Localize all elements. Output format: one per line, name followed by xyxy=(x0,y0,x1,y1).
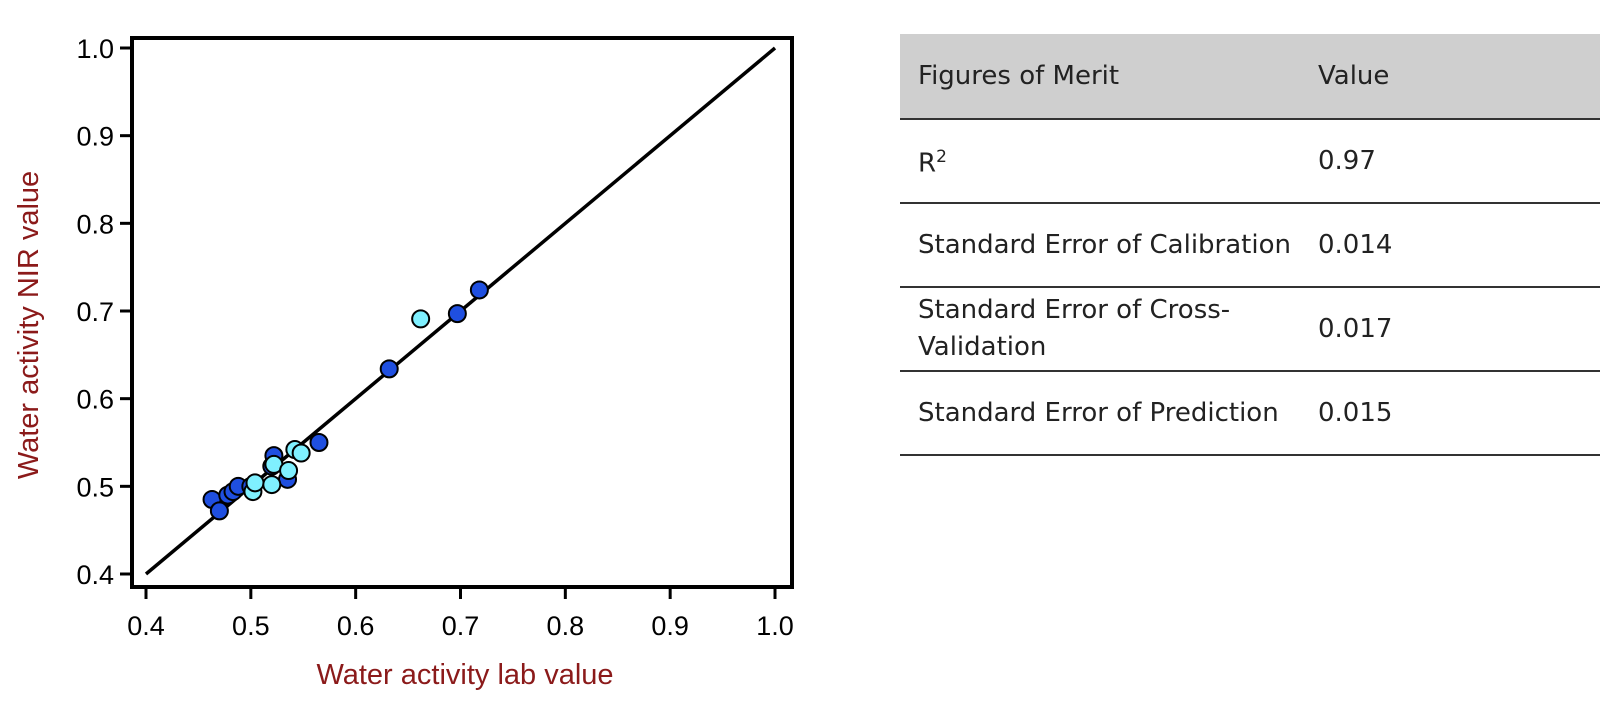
header-value: Value xyxy=(1300,34,1600,120)
value-cell: 0.015 xyxy=(1300,371,1600,456)
header-metric: Figures of Merit xyxy=(900,34,1300,120)
y-tick-label: 0.7 xyxy=(76,297,114,327)
data-point-series-2 xyxy=(411,309,431,329)
data-point-series-1 xyxy=(209,501,229,521)
data-points xyxy=(202,280,489,521)
data-point-series-1 xyxy=(469,280,489,300)
scatter-chart: 0.4 0.5 0.6 0.7 0.8 0.9 1.0 0.4 0.5 0.6 0.7 0.8 0.9… xyxy=(13,34,794,691)
x-tick-label: 0.5 xyxy=(232,611,270,641)
figures-of-merit-table: Figures of Merit Value R2 0.97 Standard … xyxy=(900,34,1600,456)
y-tick-label: 0.9 xyxy=(76,122,114,152)
table-row: Standard Error of Prediction 0.015 xyxy=(900,371,1600,456)
y-tick-label: 0.5 xyxy=(76,472,114,502)
data-point-series-1 xyxy=(379,359,399,379)
data-point-series-2 xyxy=(262,475,282,495)
table-row: Standard Error of Calibration 0.014 xyxy=(900,203,1600,288)
metric-superscript: 2 xyxy=(936,147,947,168)
x-tick-label: 1.0 xyxy=(756,611,794,641)
data-point-series-2 xyxy=(245,473,265,493)
metric-label: R xyxy=(918,148,937,179)
value-cell: 0.017 xyxy=(1300,287,1600,372)
y-tick-label: 0.4 xyxy=(76,560,114,590)
x-tick-label: 0.9 xyxy=(651,611,689,641)
y-tick-label: 0.8 xyxy=(76,209,114,239)
data-point-series-2 xyxy=(279,461,299,481)
data-point-series-1 xyxy=(447,304,467,324)
data-point-series-2 xyxy=(291,443,311,463)
x-tick-label: 0.6 xyxy=(337,611,375,641)
metric-cell: Standard Error of Cross-Validation xyxy=(900,287,1300,372)
data-point-series-1 xyxy=(309,433,329,452)
x-axis-ticks: 0.4 0.5 0.6 0.7 0.8 0.9 1.0 xyxy=(127,587,794,641)
table-row: R2 0.97 xyxy=(900,119,1600,204)
x-tick-label: 0.4 xyxy=(127,611,165,641)
value-cell: 0.014 xyxy=(1300,203,1600,288)
y-tick-label: 0.6 xyxy=(76,385,114,415)
table-row: Standard Error of Cross-Validation 0.017 xyxy=(900,287,1600,372)
x-tick-label: 0.8 xyxy=(547,611,585,641)
metric-cell: Standard Error of Calibration xyxy=(900,203,1300,288)
value-cell: 0.97 xyxy=(1300,119,1600,204)
y-tick-label: 1.0 xyxy=(76,34,114,64)
x-axis-title: Water activity lab value xyxy=(316,659,613,691)
table-header-row: Figures of Merit Value xyxy=(900,34,1600,120)
metric-cell: Standard Error of Prediction xyxy=(900,371,1300,456)
y-axis-ticks: 0.4 0.5 0.6 0.7 0.8 0.9 1.0 xyxy=(76,34,132,590)
metric-cell: R2 xyxy=(900,119,1300,204)
y-axis-title: Water activity NIR value xyxy=(13,171,45,479)
x-tick-label: 0.7 xyxy=(442,611,480,641)
